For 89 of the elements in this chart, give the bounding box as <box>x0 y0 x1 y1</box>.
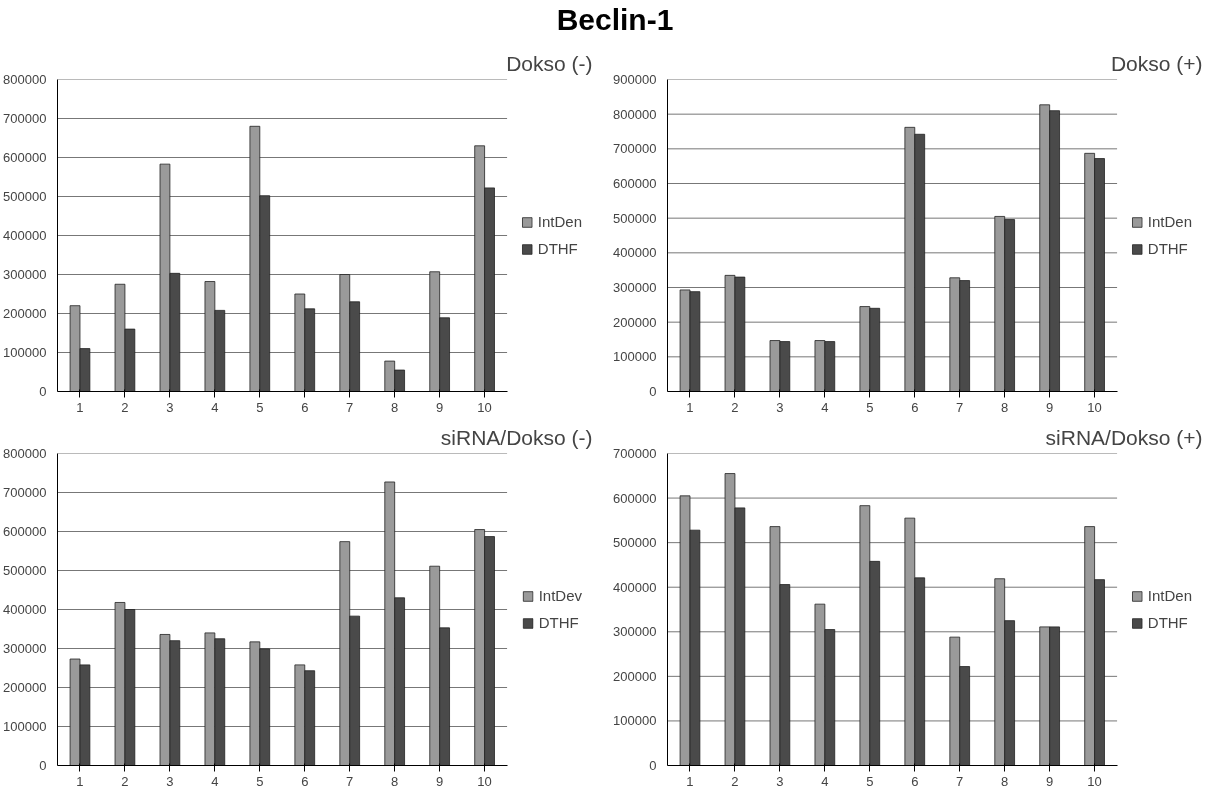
y-tick-label: 800000 <box>3 72 47 87</box>
y-tick-label: 700000 <box>613 446 657 461</box>
x-tick-label: 7 <box>346 773 354 787</box>
x-tick-label: 9 <box>436 399 444 415</box>
x-tick-label: 8 <box>1001 773 1009 787</box>
x-tick-label: 1 <box>686 399 694 415</box>
y-tick-label: 100000 <box>613 349 657 365</box>
legend-label: DTHF <box>1147 240 1188 257</box>
x-tick-label: 3 <box>776 399 784 415</box>
x-tick-label: 1 <box>76 773 84 787</box>
y-tick-label: 100000 <box>3 345 47 360</box>
x-tick-label: 3 <box>166 773 174 787</box>
x-tick-label: 8 <box>391 773 399 787</box>
y-tick-label: 500000 <box>3 563 47 578</box>
x-tick-label: 8 <box>391 399 399 415</box>
x-tick-label: 3 <box>776 773 784 787</box>
x-tick-label: 2 <box>731 399 739 415</box>
y-tick-label: 800000 <box>613 106 657 122</box>
x-tick-label: 5 <box>256 399 264 415</box>
legend-label: IntDen <box>1147 587 1192 604</box>
y-tick-label: 0 <box>649 758 657 773</box>
y-tick-label: 600000 <box>613 176 657 191</box>
x-tick-label: 9 <box>436 773 444 787</box>
y-tick-label: 400000 <box>3 602 47 617</box>
x-tick-label: 3 <box>166 399 174 415</box>
y-tick-label: 300000 <box>3 641 47 656</box>
x-tick-label: 6 <box>301 773 309 787</box>
text: Dokso (-) <box>506 51 593 75</box>
y-tick-label: 500000 <box>613 535 657 551</box>
y-tick-label: 400000 <box>613 245 657 261</box>
x-tick-label: 7 <box>956 399 964 415</box>
x-tick-label: 1 <box>76 399 84 415</box>
legend-label: IntDen <box>1147 213 1192 230</box>
x-tick-label: 4 <box>211 773 219 787</box>
x-tick-label: 5 <box>866 773 874 787</box>
y-tick-label: 200000 <box>613 668 657 684</box>
y-tick-label: 300000 <box>3 267 47 282</box>
x-tick-label: 4 <box>211 399 219 415</box>
x-tick-label: 6 <box>911 399 919 415</box>
x-tick-label: 7 <box>956 773 964 787</box>
x-tick-label: 4 <box>821 773 829 787</box>
y-tick-label: 600000 <box>3 524 47 539</box>
text: Beclin-1 <box>556 3 674 36</box>
legend-label: DTHF <box>1147 614 1188 631</box>
y-tick-label: 600000 <box>613 490 657 506</box>
x-tick-label: 5 <box>866 399 874 415</box>
y-tick-label: 500000 <box>613 210 657 226</box>
x-tick-label: 10 <box>477 773 492 787</box>
x-tick-label: 10 <box>1087 399 1102 415</box>
x-tick-label: 10 <box>1087 773 1102 787</box>
y-tick-label: 700000 <box>613 141 657 157</box>
y-tick-label: 600000 <box>3 150 47 165</box>
y-tick-label: 200000 <box>3 306 47 321</box>
x-tick-label: 1 <box>686 773 694 787</box>
y-tick-label: 200000 <box>3 680 47 695</box>
x-tick-label: 6 <box>911 773 919 787</box>
chart-title: siRNA/Dokso (-) <box>440 425 593 449</box>
y-tick-label: 400000 <box>613 579 657 595</box>
legend-label: IntDen <box>537 213 582 230</box>
y-tick-label: 700000 <box>3 111 47 126</box>
x-tick-label: 8 <box>1001 399 1009 415</box>
y-tick-label: 700000 <box>3 485 47 500</box>
x-tick-label: 2 <box>121 399 129 415</box>
y-tick-label: 500000 <box>3 189 47 204</box>
x-tick-label: 6 <box>301 399 309 415</box>
legend-label: DTHF <box>537 240 578 257</box>
x-tick-label: 2 <box>121 773 129 787</box>
x-tick-label: 5 <box>256 773 264 787</box>
x-tick-label: 9 <box>1046 399 1054 415</box>
x-tick-label: 7 <box>346 399 354 415</box>
y-tick-label: 0 <box>39 758 47 773</box>
y-tick-label: 900000 <box>613 72 657 87</box>
legend-label: IntDev <box>538 587 582 604</box>
y-tick-label: 300000 <box>613 624 657 640</box>
y-tick-label: 800000 <box>3 446 47 461</box>
y-tick-label: 300000 <box>613 280 657 295</box>
x-tick-label: 10 <box>477 399 492 415</box>
y-tick-label: 100000 <box>613 713 657 729</box>
y-tick-label: 0 <box>649 384 657 399</box>
legend-label: DTHF <box>538 614 579 631</box>
x-tick-label: 2 <box>731 773 739 787</box>
y-tick-label: 200000 <box>613 314 657 330</box>
x-tick-label: 9 <box>1046 773 1054 787</box>
x-tick-label: 4 <box>821 399 829 415</box>
chart-title: Dokso (+) <box>1110 51 1203 75</box>
chart-title: siRNA/Dokso (+) <box>1045 425 1203 449</box>
y-tick-label: 0 <box>39 384 47 399</box>
y-tick-label: 400000 <box>3 228 47 243</box>
y-tick-label: 100000 <box>3 719 47 734</box>
